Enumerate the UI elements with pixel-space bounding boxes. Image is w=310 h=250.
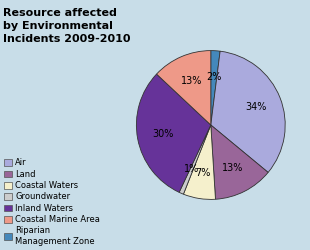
Text: 1%: 1% <box>184 164 199 174</box>
Text: 30%: 30% <box>153 129 174 139</box>
Text: 13%: 13% <box>181 76 202 86</box>
Wedge shape <box>211 50 220 125</box>
Text: 34%: 34% <box>245 102 267 112</box>
Wedge shape <box>157 50 211 125</box>
Legend: Air, Land, Coastal Waters, Groundwater, Inland Waters, Coastal Marine Area, Ripa: Air, Land, Coastal Waters, Groundwater, … <box>4 158 100 246</box>
Text: 7%: 7% <box>196 168 211 178</box>
Wedge shape <box>184 125 215 200</box>
Wedge shape <box>179 125 211 194</box>
Text: 13%: 13% <box>222 163 243 173</box>
Text: 2%: 2% <box>206 72 222 82</box>
Wedge shape <box>136 74 211 192</box>
Wedge shape <box>211 125 268 199</box>
Text: Resource affected
by Environmental
Incidents 2009-2010: Resource affected by Environmental Incid… <box>3 8 131 44</box>
Wedge shape <box>211 51 285 172</box>
